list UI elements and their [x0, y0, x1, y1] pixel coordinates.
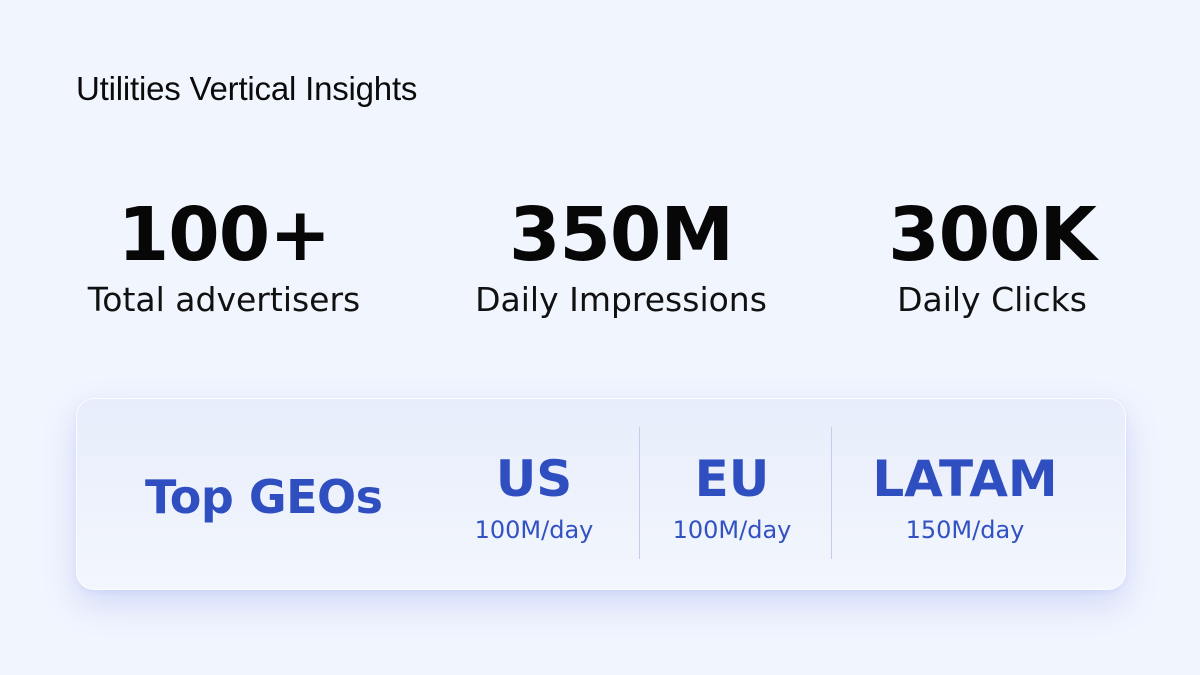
- geo-divider: [639, 427, 640, 559]
- geo-us: US 100M/day: [467, 449, 601, 545]
- stat-value: 300K: [888, 192, 1097, 278]
- stat-value: 350M: [508, 192, 734, 278]
- geo-rate: 100M/day: [672, 516, 792, 544]
- stat-label: Daily Impressions: [475, 280, 767, 319]
- stat-total-advertisers: 100+ Total advertisers: [76, 190, 372, 320]
- geo-name: EU: [694, 450, 770, 508]
- stat-label: Total advertisers: [87, 280, 361, 319]
- geo-eu: EU 100M/day: [665, 449, 799, 545]
- geo-rate: 150M/day: [905, 516, 1025, 544]
- geo-name: LATAM: [872, 450, 1058, 508]
- page-title: Utilities Vertical Insights: [76, 70, 418, 107]
- top-geos-card: Top GEOs US 100M/day EU 100M/day LATAM 1…: [76, 398, 1126, 590]
- stat-value: 100+: [117, 192, 331, 278]
- geo-rate: 100M/day: [474, 516, 594, 544]
- top-geos-heading: Top GEOs: [145, 470, 383, 524]
- stat-daily-impressions: 350M Daily Impressions: [466, 190, 776, 320]
- geo-divider: [831, 427, 832, 559]
- stat-daily-clicks: 300K Daily Clicks: [862, 190, 1122, 320]
- geo-latam: LATAM 150M/day: [867, 449, 1063, 545]
- stat-label: Daily Clicks: [897, 280, 1087, 319]
- geo-name: US: [495, 450, 573, 508]
